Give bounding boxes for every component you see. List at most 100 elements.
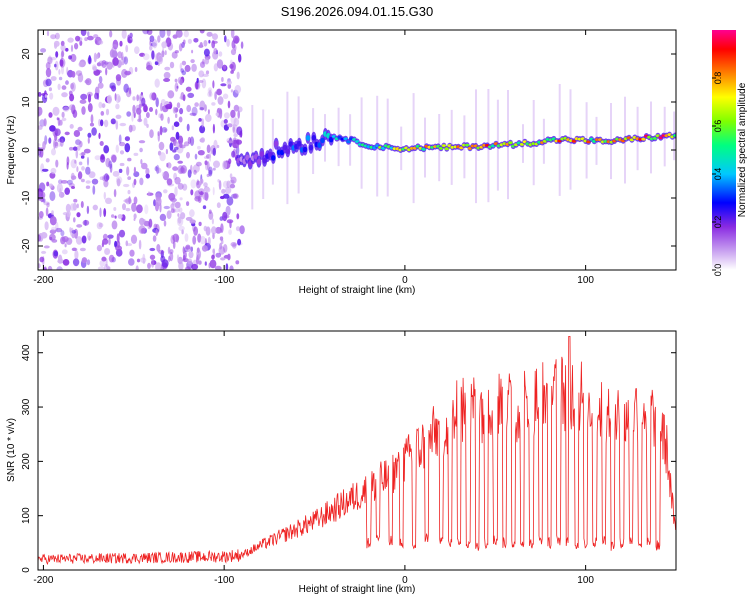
noise-blob [52,106,60,116]
noise-blob [225,205,231,216]
noise-blob [231,40,236,49]
noise-blob [204,261,207,266]
noise-blob [72,258,80,267]
noise-blob [154,78,160,88]
noise-blob [166,178,173,186]
noise-blob [104,248,111,255]
noise-blob [128,258,135,266]
noise-blob [59,59,64,67]
noise-blob [232,193,239,200]
noise-blob [53,40,60,47]
noise-blob [105,174,110,181]
noise-blob [61,249,68,255]
noise-blob [222,93,229,100]
x-tick-label: 0 [402,575,408,586]
spectral-streak [271,118,274,185]
noise-blob [215,226,222,234]
noise-blob [60,44,66,51]
noise-blob [215,112,219,117]
noise-blob [193,169,197,175]
noise-blob [213,139,218,150]
noise-blob [181,229,184,235]
noise-blob [87,231,92,241]
y-tick-label: -10 [21,190,32,205]
noise-blob [134,67,138,72]
noise-blob [198,221,202,227]
noise-blob [186,104,192,113]
noise-blob [230,48,237,56]
noise-blob [50,167,57,175]
noise-blob [105,197,112,204]
ridge-cell [421,147,426,151]
noise-blob [176,102,181,109]
noise-blob [114,240,118,248]
noise-blob [105,67,108,76]
ridge-cell [311,135,316,141]
noise-blob [126,166,130,176]
ridge-cell [245,154,250,161]
noise-blob [203,182,208,188]
spectrogram-marks [38,30,676,270]
noise-blob [115,176,123,184]
noise-blob [166,162,169,168]
noise-blob [152,235,157,242]
noise-blob [80,93,88,100]
noise-blob [204,57,210,65]
noise-blob [228,158,232,165]
x-tick-label: 0 [402,275,408,286]
noise-blob [112,39,119,50]
noise-blob [174,50,179,54]
noise-blob [51,239,58,243]
noise-blob [208,89,212,97]
noise-blob [69,93,75,102]
noise-blob [183,30,189,38]
y-tick-label: 300 [21,398,32,415]
noise-blob [193,226,199,236]
noise-blob [49,236,53,241]
noise-blob [179,62,183,70]
noise-blob [229,183,236,189]
noise-blob [43,266,47,270]
noise-blob [41,191,46,199]
noise-blob [180,68,184,73]
noise-blob [155,262,162,270]
ridge-cell [302,146,308,153]
noise-blob [206,161,210,171]
noise-blob [201,118,204,128]
noise-blob [168,255,171,262]
noise-blob [86,156,90,166]
noise-blob [140,159,143,165]
noise-blob [75,70,83,76]
noise-blob [185,266,191,270]
noise-blob [207,87,213,94]
noise-blob [99,207,102,218]
noise-blob [211,226,217,235]
noise-blob [57,138,62,143]
noise-blob [151,50,155,60]
noise-blob [198,188,205,195]
noise-blob [131,112,134,122]
noise-blob [61,117,67,122]
noise-blob [112,57,119,66]
spectrogram-x-label: Height of straight line (km) [299,285,416,296]
noise-blob [71,229,77,234]
noise-blob [85,166,91,175]
noise-blob [81,235,87,244]
noise-blob [51,210,54,216]
noise-blob [46,202,50,208]
noise-blob [212,167,216,171]
noise-blob [203,40,208,47]
noise-blob [216,88,223,96]
noise-blob [68,104,76,111]
noise-blob [128,196,131,205]
noise-blob [133,166,136,174]
noise-blob [124,136,130,142]
noise-blob [206,173,210,178]
noise-blob [126,111,132,117]
noise-blob [61,64,64,75]
noise-blob [212,33,218,40]
noise-blob [99,260,105,267]
noise-blob [58,69,61,75]
noise-blob [194,102,199,107]
noise-blob [165,103,173,110]
